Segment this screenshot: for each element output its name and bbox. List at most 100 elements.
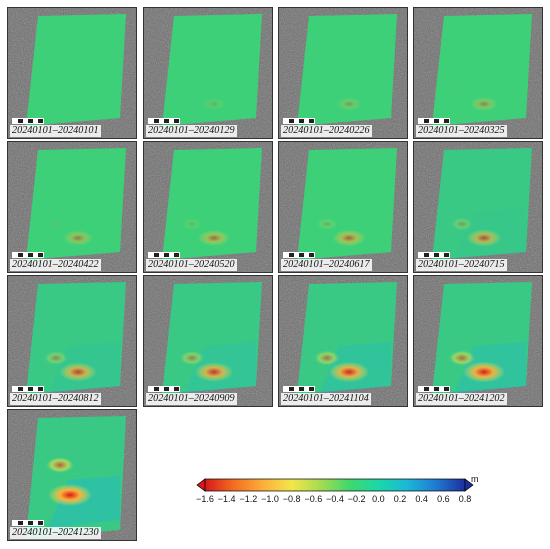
deformation-footprint: [432, 14, 532, 126]
colorbar-tick-label: 0.2: [393, 494, 407, 504]
deformation-map-panel: 20240101–20240520: [143, 141, 273, 273]
subsidence-bowl: [336, 97, 362, 111]
scale-bar: [12, 386, 44, 392]
colorbar-tick-label: −0.8: [282, 494, 301, 504]
subsidence-bowl: [59, 362, 97, 382]
colorbar-unit: m: [471, 474, 479, 484]
deformation-footprint: [297, 14, 397, 126]
subsidence-bowl-secondary: [44, 351, 68, 365]
deformation-map-image: [279, 8, 407, 138]
colorbar-bar: [204, 478, 466, 492]
subsidence-bowl: [62, 230, 94, 246]
subsidence-bowl: [462, 361, 506, 383]
colorbar-tick-label: −1.6: [196, 494, 214, 504]
subsidence-bowl: [328, 361, 370, 383]
subsidence-bowl-secondary: [46, 218, 66, 230]
deformation-map-image: [144, 8, 272, 138]
deformation-footprint: [297, 282, 397, 394]
colorbar-gradient: [196, 478, 474, 492]
scale-bar: [12, 252, 44, 258]
deformation-footprint: [162, 282, 262, 394]
deformation-footprint: [297, 148, 397, 260]
deformation-map-panel: 20240101–20240617: [278, 141, 408, 273]
deformation-footprint: [432, 148, 532, 260]
subsidence-bowl: [469, 96, 499, 112]
subsidence-bowl-secondary: [314, 350, 340, 366]
panel-date-label: 20240101–20240129: [146, 125, 237, 137]
colorbar-tick-label: 0.4: [415, 494, 428, 504]
scale-bar: [283, 118, 315, 124]
subsidence-bowl: [194, 362, 234, 382]
deformation-map-image: [144, 276, 272, 406]
scale-bar: [283, 386, 315, 392]
panel-date-label: 20240101–20240422: [10, 259, 101, 271]
scale-bar: [418, 118, 450, 124]
scale-bar: [12, 520, 44, 526]
deformation-footprint: [26, 282, 126, 394]
colorbar-tick-label: 0.8: [458, 494, 472, 504]
panel-date-label: 20240101–20241104: [281, 393, 371, 405]
scale-bar: [148, 386, 180, 392]
colorbar-tick-label: 0.0: [372, 494, 385, 504]
scale-bar: [418, 252, 450, 258]
deformation-map-image: [8, 142, 136, 272]
deformation-map-image: [144, 142, 272, 272]
colorbar-tick-label: 0.6: [437, 494, 450, 504]
deformation-map-image: [279, 142, 407, 272]
panel-date-label: 20240101–20240520: [146, 259, 237, 271]
panel-date-label: 20240101–20241202: [416, 393, 507, 405]
panel-date-label: 20240101–20241230: [10, 527, 101, 539]
deformation-map-panel: 20240101–20241202: [413, 275, 543, 407]
colorbar-tick-label: −0.2: [347, 494, 366, 504]
panel-date-label: 20240101–20240617: [281, 259, 372, 271]
deformation-map-panel: 20240101–20240129: [143, 7, 273, 139]
subsidence-bowl-secondary: [179, 350, 205, 366]
panel-date-label: 20240101–20240325: [416, 125, 507, 137]
colorbar-tick-label: −0.4: [326, 494, 344, 504]
scale-bar: [148, 118, 180, 124]
subsidence-bowl-secondary: [184, 85, 200, 95]
panel-date-label: 20240101–20240812: [10, 393, 101, 405]
scale-bar: [283, 252, 315, 258]
scale-bar: [418, 386, 450, 392]
subsidence-bowl: [466, 229, 502, 247]
deformation-map-panel: 20240101–20241104: [278, 275, 408, 407]
subsidence-bowl-secondary: [451, 217, 473, 231]
deformation-map-image: [414, 276, 542, 406]
deformation-map-panel: 20240101–20240101: [7, 7, 137, 139]
subsidence-bowl-secondary: [316, 217, 338, 231]
deformation-map-image: [414, 142, 542, 272]
deformation-map-image: [8, 8, 136, 138]
panel-date-label: 20240101–20240226: [281, 125, 372, 137]
deformation-footprint: [162, 14, 262, 126]
subsidence-bowl: [198, 230, 230, 246]
subsidence-bowl-secondary: [448, 350, 476, 366]
deformation-footprint: [432, 282, 532, 394]
subsidence-bowl: [202, 98, 226, 110]
colorbar-max-arrow: [464, 478, 474, 492]
panel-date-label: 20240101–20240101: [10, 125, 101, 137]
panel-date-label: 20240101–20240909: [146, 393, 237, 405]
subsidence-bowl: [48, 484, 92, 506]
subsidence-bowl-secondary: [50, 86, 62, 94]
deformation-map-image: [8, 276, 136, 406]
deformation-map-panel: 20240101–20240812: [7, 275, 137, 407]
deformation-map-panel: 20240101–20240909: [143, 275, 273, 407]
deformation-map-panel: 20240101–20241230: [7, 409, 137, 541]
deformation-map-image: [279, 276, 407, 406]
subsidence-bowl-secondary: [46, 457, 74, 473]
subsidence-bowl: [332, 229, 366, 247]
colorbar-legend: m −1.6 −1.4 −1.2 −1.0 −0.8 −0.6 −0.4 −0.2 0.0 0.2…: [195, 474, 485, 516]
deformation-map-panel: 20240101–20240715: [413, 141, 543, 273]
scale-bar: [12, 118, 44, 124]
deformation-map-image: [8, 410, 136, 540]
colorbar-tick-label: −1.4: [217, 494, 236, 504]
deformation-map-panel: 20240101–20240325: [413, 7, 543, 139]
colorbar-min-arrow: [196, 478, 206, 492]
deformation-footprint: [26, 416, 126, 538]
deformation-map-image: [414, 8, 542, 138]
colorbar-tick-label: −1.2: [239, 494, 258, 504]
colorbar-tick-label: −0.6: [304, 494, 323, 504]
deformation-footprint: [26, 148, 126, 260]
subsidence-bowl: [68, 99, 88, 109]
